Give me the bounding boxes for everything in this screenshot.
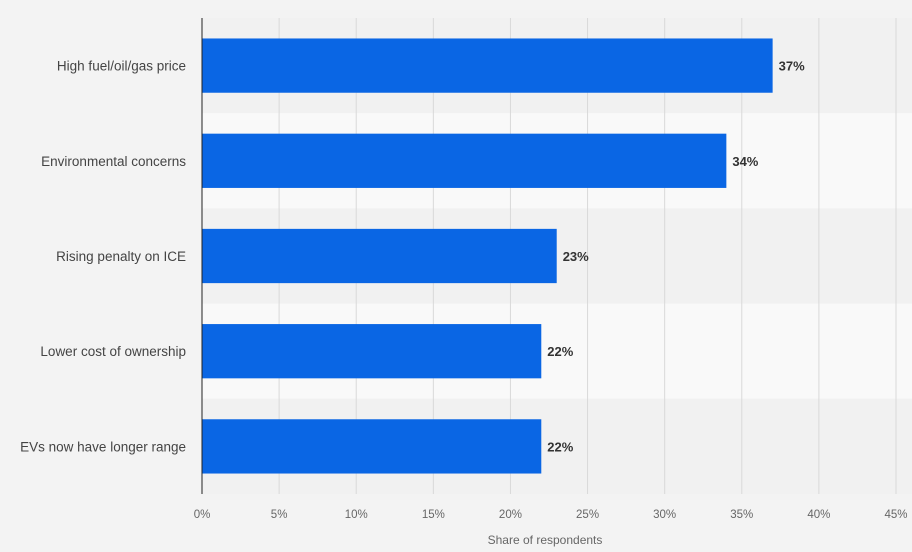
category-labels: High fuel/oil/gas price Environmental con…: [20, 59, 186, 455]
bar: [202, 419, 542, 474]
data-label: 34%: [732, 154, 758, 169]
category-label: Rising penalty on ICE: [56, 249, 186, 264]
category-label: EVs now have longer range: [20, 439, 186, 454]
category-label: Environmental concerns: [41, 154, 186, 169]
data-label: 37%: [779, 59, 805, 74]
x-tick-label: 0%: [194, 509, 211, 521]
x-tick-label: 15%: [422, 509, 445, 521]
x-tick-label: 40%: [807, 509, 830, 521]
data-label: 23%: [563, 249, 589, 264]
bars: [202, 38, 773, 474]
x-tick-label: 10%: [345, 509, 368, 521]
x-tick-labels: 0% 5% 10% 15% 20% 25% 30% 35% 40% 45%: [194, 509, 908, 521]
bar: [202, 324, 542, 379]
x-tick-label: 20%: [499, 509, 522, 521]
bar: [202, 38, 773, 93]
x-tick-label: 5%: [271, 509, 288, 521]
x-tick-label: 35%: [730, 509, 753, 521]
data-label: 22%: [547, 439, 573, 454]
data-label: 22%: [547, 344, 573, 359]
data-labels: 37% 34% 23% 22% 22%: [547, 59, 805, 455]
x-tick-label: 30%: [653, 509, 676, 521]
bar: [202, 133, 727, 188]
x-tick-label: 45%: [884, 509, 907, 521]
bar: [202, 228, 557, 284]
category-label: High fuel/oil/gas price: [57, 59, 186, 74]
x-tick-label: 25%: [576, 509, 599, 521]
category-label: Lower cost of ownership: [40, 344, 186, 359]
x-axis-title: Share of respondents: [488, 533, 603, 547]
